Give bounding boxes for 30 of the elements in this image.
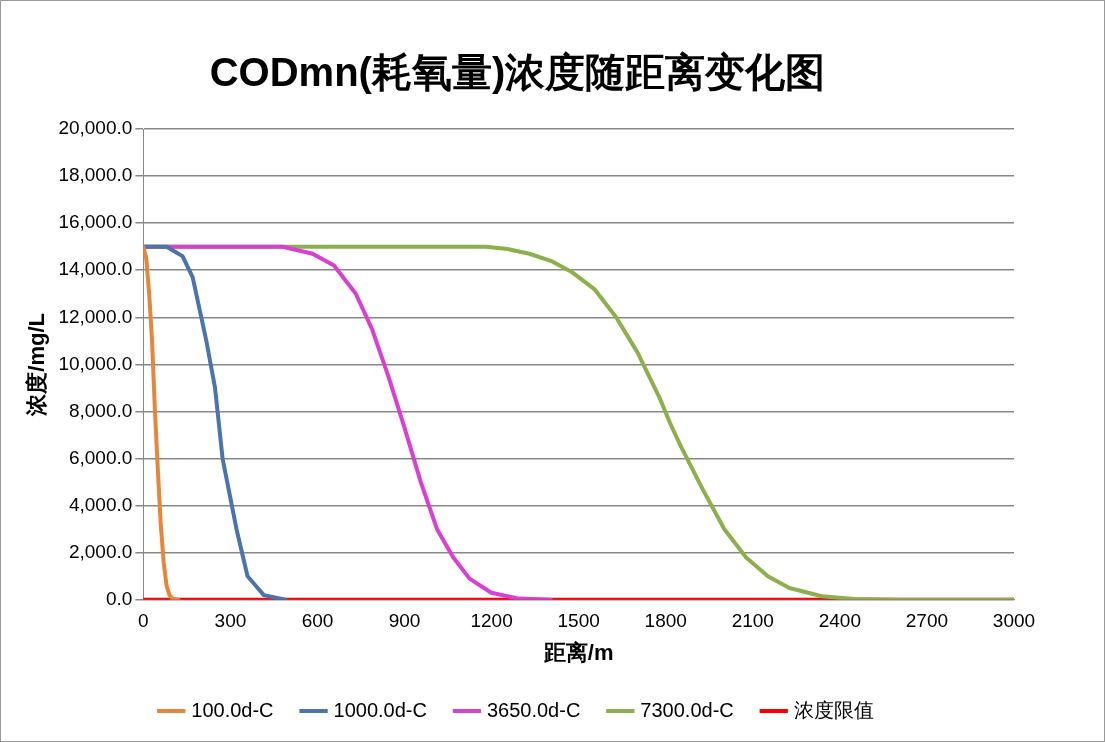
x-tick-label: 900 xyxy=(388,610,421,632)
x-tick-label: 3000 xyxy=(992,610,1036,632)
x-tick-label: 600 xyxy=(301,610,334,632)
legend-label: 3650.0d-C xyxy=(486,698,581,721)
y-tick-label: 10,000.0 xyxy=(58,352,133,374)
y-tick-label: 18,000.0 xyxy=(58,164,133,186)
y-tick-label: 14,000.0 xyxy=(58,258,133,280)
chart-title: CODmn(耗氧量)浓度随距离变化图 xyxy=(209,50,826,95)
legend-label: 7300.0d-C xyxy=(640,698,734,721)
legend-label: 100.0d-C xyxy=(191,698,274,721)
y-tick-label: 20,000.0 xyxy=(58,117,133,139)
y-tick-label: 0.0 xyxy=(105,588,133,610)
y-tick-label: 8,000.0 xyxy=(68,399,133,421)
y-tick-label: 4,000.0 xyxy=(68,493,133,515)
y-tick-label: 16,000.0 xyxy=(58,211,133,233)
x-tick-label: 2100 xyxy=(731,610,774,632)
y-tick-label: 12,000.0 xyxy=(58,305,133,327)
legend-label: 1000.0d-C xyxy=(333,698,427,721)
x-tick-label: 0 xyxy=(138,610,149,632)
x-tick-label: 2400 xyxy=(818,610,862,632)
y-tick-label: 6,000.0 xyxy=(68,446,133,468)
x-tick-label: 1500 xyxy=(557,610,600,632)
x-tick-label: 2700 xyxy=(905,610,949,632)
x-tick-label: 1800 xyxy=(644,610,687,632)
legend-label: 浓度限值 xyxy=(793,698,874,721)
y-tick-label: 2,000.0 xyxy=(68,540,133,562)
x-tick-label: 300 xyxy=(214,610,247,632)
x-tick-label: 1200 xyxy=(470,610,513,632)
y-axis-title: 浓度/mg/L xyxy=(24,313,50,417)
x-axis-title: 距离/m xyxy=(542,639,614,665)
